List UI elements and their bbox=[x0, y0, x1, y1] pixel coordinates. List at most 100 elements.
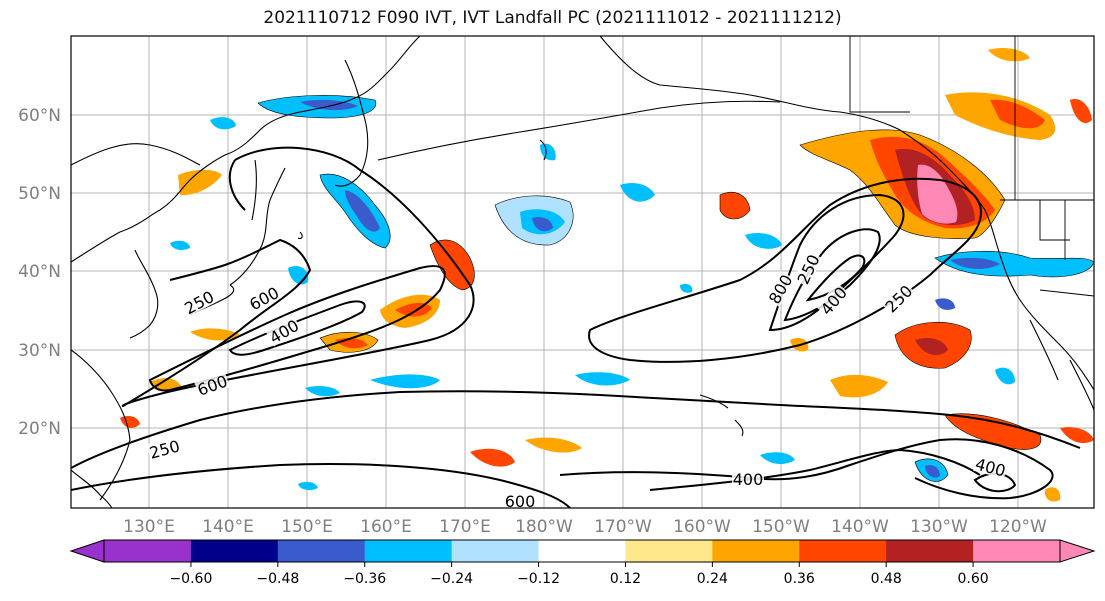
lon-label: 140°W bbox=[831, 517, 889, 537]
positive-anomaly-far-east bbox=[830, 374, 888, 398]
lon-label: 160°W bbox=[673, 517, 731, 537]
latitude-labels: 60°N 50°N 40°N 30°N 20°N bbox=[18, 106, 61, 439]
lat-label: 20°N bbox=[18, 419, 61, 439]
negative-anomaly-kuril-core bbox=[345, 190, 380, 232]
colorbar-segment bbox=[625, 540, 713, 562]
lon-label: 140°E bbox=[202, 517, 254, 537]
colorbar: −0.60 −0.48 −0.36 −0.24 −0.12 0.12 0.24 0.36 0.4… bbox=[69, 539, 1096, 587]
contour-600-south bbox=[649, 448, 981, 491]
colorbar-tick-label: −0.36 bbox=[343, 571, 386, 587]
negative-anomaly-sw-a bbox=[370, 374, 440, 389]
colorbar-tick-label: −0.24 bbox=[430, 571, 473, 587]
coast-na-west bbox=[899, 129, 1094, 391]
positive-anomaly-subtropic-east-edge bbox=[1060, 427, 1094, 444]
colorbar-segment bbox=[104, 540, 192, 562]
positive-anomaly-small-b bbox=[1044, 487, 1061, 502]
colorbar-tick-label: 0.48 bbox=[871, 571, 902, 587]
lon-label: 150°E bbox=[281, 517, 333, 537]
colorbar-extend-min bbox=[69, 539, 105, 563]
coastlines bbox=[71, 36, 1094, 508]
colorbar-segment bbox=[451, 540, 540, 562]
positive-anomaly-kamchatka-sw bbox=[178, 169, 222, 196]
negative-anomaly-central-a bbox=[620, 183, 655, 202]
colorbar-tick-label: 0.12 bbox=[610, 571, 641, 587]
negative-anomaly-small-d bbox=[760, 452, 795, 465]
negative-anomaly-sw-b bbox=[575, 372, 630, 386]
positive-anomaly-subtropic-east bbox=[944, 413, 1042, 450]
colorbar-frame bbox=[103, 539, 1061, 563]
positive-anomaly-mid-east-core bbox=[915, 338, 948, 356]
coast-small-islands-a bbox=[297, 231, 303, 240]
negative-anomaly-subtropic-e-core bbox=[925, 465, 940, 478]
negative-anomaly-small-c bbox=[995, 367, 1015, 385]
contour-label: 600 bbox=[505, 492, 536, 511]
lon-label: 130°W bbox=[910, 517, 968, 537]
colorbar-segment bbox=[712, 540, 800, 562]
negative-anomaly-west-coast-core bbox=[950, 257, 1000, 269]
negative-anomaly-small-e bbox=[170, 240, 190, 251]
negative-anomaly-sw-c bbox=[305, 385, 340, 397]
positive-anomaly-small-c bbox=[988, 47, 1030, 62]
colorbar-segment bbox=[973, 540, 1061, 562]
colorbar-tick-label: 0.60 bbox=[958, 571, 989, 587]
negative-anomaly-small-a bbox=[540, 143, 556, 161]
colorbar-tick-label: −0.12 bbox=[517, 571, 560, 587]
border-us-states-a bbox=[1039, 200, 1070, 241]
positive-anomaly-hawaii-north bbox=[470, 448, 515, 467]
positive-anomaly-small-d bbox=[1070, 99, 1092, 124]
colorbar-tick-label: −0.48 bbox=[256, 571, 299, 587]
colorbar-tick-label: −0.60 bbox=[169, 571, 212, 587]
colorbar-segment bbox=[538, 540, 626, 562]
border-us-mexico bbox=[1039, 289, 1094, 297]
coast-china-south bbox=[71, 349, 131, 501]
negative-anomaly-dateline-north-peak bbox=[532, 217, 553, 232]
coast-alaska bbox=[599, 36, 901, 131]
map-frame bbox=[70, 35, 1095, 509]
lon-label: 170°E bbox=[439, 517, 491, 537]
lon-label: 120°W bbox=[989, 517, 1047, 537]
colorbar-segment bbox=[799, 540, 887, 562]
negative-anomaly-small-g bbox=[680, 283, 693, 293]
contour-250-east bbox=[588, 177, 982, 363]
colorbar-segment bbox=[886, 540, 974, 562]
coast-sakhalin bbox=[251, 159, 257, 221]
colorbar-tick-label: 0.36 bbox=[784, 571, 815, 587]
negative-anomaly-small-b bbox=[210, 117, 236, 130]
negative-anomaly-central-b bbox=[745, 233, 782, 249]
negative-anomaly-small-f bbox=[935, 298, 955, 310]
lon-label: 160°E bbox=[360, 517, 412, 537]
colorbar-segment bbox=[190, 540, 279, 562]
coast-small-islands-b bbox=[539, 139, 547, 161]
colorbar-tick-label: 0.24 bbox=[697, 571, 728, 587]
coast-kamchatka bbox=[334, 59, 369, 187]
lat-label: 50°N bbox=[18, 184, 61, 204]
coast-korea bbox=[129, 249, 159, 339]
lon-label: 150°W bbox=[752, 517, 810, 537]
lat-label: 30°N bbox=[18, 341, 61, 361]
political-borders bbox=[849, 36, 1094, 297]
colorbar-extend-max bbox=[1059, 539, 1096, 563]
positive-anomaly-canada-core bbox=[990, 99, 1045, 129]
coast-okhotsk bbox=[71, 143, 201, 166]
border-alaska-canada bbox=[849, 36, 910, 113]
contour-250-south bbox=[71, 390, 1081, 469]
map-title: 2021110712 F090 IVT, IVT Landfall PC (20… bbox=[263, 8, 842, 28]
negative-anomaly-small-h bbox=[298, 481, 318, 491]
lon-label: 180°W bbox=[515, 517, 573, 537]
coast-aleutians bbox=[377, 100, 781, 161]
positive-anomaly-pac-mid bbox=[719, 191, 751, 220]
map-area bbox=[71, 36, 1094, 508]
positive-anomaly-hawaii-north-b bbox=[525, 437, 582, 453]
longitude-labels: 130°E 140°E 150°E 160°E 170°E 180°W 170°W 160°W… bbox=[123, 517, 1047, 537]
contour-400-south bbox=[71, 438, 1054, 508]
lat-label: 60°N bbox=[18, 106, 61, 126]
positive-anomaly-japan-south bbox=[190, 328, 240, 341]
contour-250-west bbox=[121, 146, 475, 408]
ivt-pc-shading bbox=[120, 47, 1094, 502]
lon-label: 130°E bbox=[123, 517, 175, 537]
lon-label: 170°W bbox=[594, 517, 652, 537]
contour-label: 400 bbox=[733, 470, 764, 489]
colorbar-segment bbox=[364, 540, 453, 562]
coast-philippines bbox=[71, 469, 113, 508]
